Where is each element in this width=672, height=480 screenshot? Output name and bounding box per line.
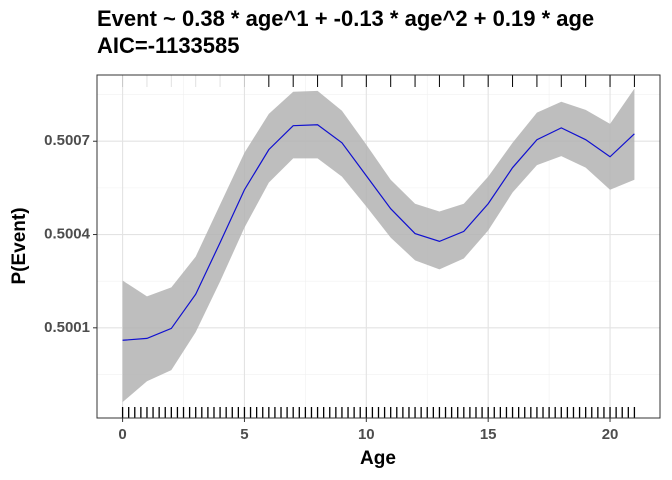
y-tick-label: 0.5001 [44,319,90,336]
y-tick-label: 0.5007 [44,132,90,149]
chart-title: Event ~ 0.38 * age^1 + -0.13 * age^2 + 0… [97,6,594,31]
x-tick-label: 15 [480,426,497,443]
line [122,124,635,341]
x-tick-label: 0 [118,426,126,443]
x-axis-label: Age [360,448,396,469]
x-tick-label: 5 [240,426,248,443]
y-axis-label: P(Event) [9,207,30,284]
chart-subtitle: AIC=-1133585 [97,33,240,58]
x-tick-label: 20 [602,426,619,443]
panel-border [96,74,661,419]
x-tick-label: 10 [358,426,375,443]
confidence-ribbon [122,88,635,403]
y-tick-label: 0.5004 [44,225,91,242]
